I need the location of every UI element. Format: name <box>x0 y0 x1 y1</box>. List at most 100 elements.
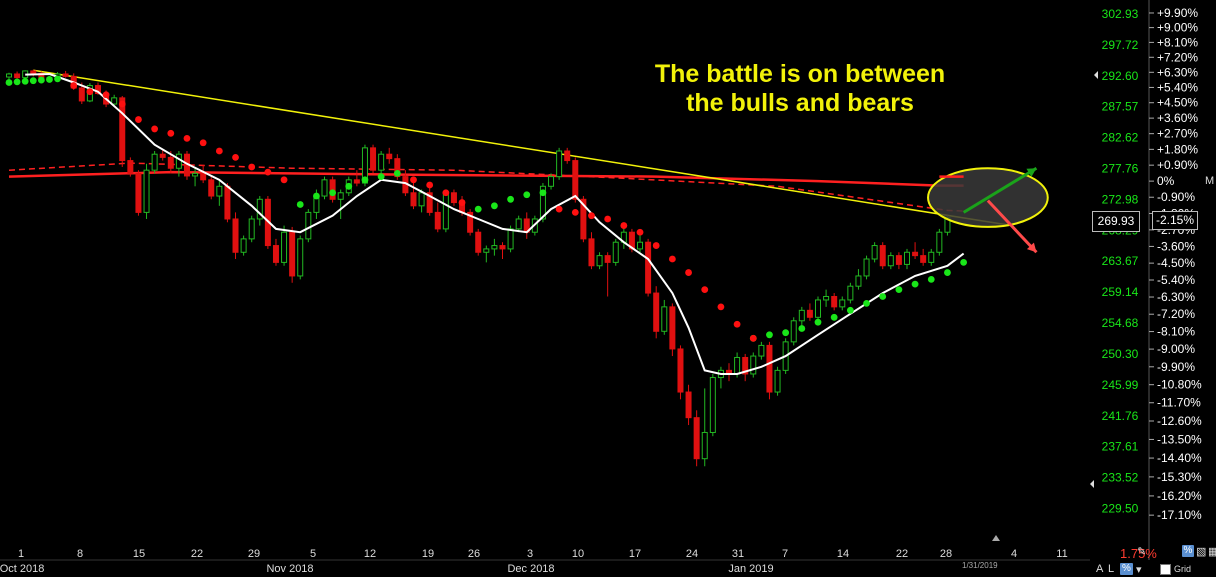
pct-tick-label: +9.00% <box>1157 21 1198 35</box>
bull-dot <box>960 258 968 266</box>
price-tick-label: 287.57 <box>1102 100 1139 114</box>
last-price-label: 269.93 <box>1092 211 1140 232</box>
bear-dot <box>620 222 628 229</box>
bull-dot <box>29 77 37 85</box>
bull-dot <box>296 201 304 208</box>
candle-up <box>240 238 247 253</box>
bull-dot <box>766 331 773 339</box>
forecast-overlay <box>927 166 1049 254</box>
bull-dot <box>830 313 838 321</box>
bull-dot <box>879 293 887 300</box>
grid-label: Grid <box>1174 564 1192 574</box>
bull-dot <box>377 173 385 181</box>
candle-up <box>637 241 644 250</box>
candle-up <box>337 192 344 200</box>
change-percent: 1.75% <box>1120 546 1157 561</box>
candle-down <box>159 153 166 158</box>
ma-200-line <box>8 170 964 187</box>
candle-up <box>192 172 199 177</box>
candle-down <box>467 211 474 233</box>
pct-tick-label: +8.10% <box>1157 35 1198 49</box>
bull-dot <box>491 202 498 210</box>
bull-dot <box>21 77 29 85</box>
bear-dot <box>668 255 676 263</box>
candle-down <box>588 238 595 267</box>
candle-down <box>669 306 676 350</box>
price-tick-label: 302.93 <box>1102 7 1139 21</box>
x-tick-label: 4 <box>1011 548 1017 560</box>
draw-tool-icon[interactable]: ✎ <box>1137 546 1147 558</box>
pct-tick-label: -10.80% <box>1157 378 1202 392</box>
candle-up <box>758 344 765 357</box>
candle-up <box>321 179 328 197</box>
price-tick-label: 237.61 <box>1102 440 1139 454</box>
candle-up <box>612 241 619 263</box>
price-tick-label: 297.72 <box>1102 38 1139 52</box>
candle-down <box>62 73 69 77</box>
bear-dot <box>636 228 644 236</box>
candle-up <box>507 228 514 250</box>
psar-dots <box>5 75 968 342</box>
candle-up <box>539 185 546 220</box>
bull-dot <box>895 286 903 294</box>
x-tick-label: 24 <box>686 548 698 560</box>
pct-tick-label: -4.50% <box>1157 256 1195 270</box>
candle-up <box>297 238 304 277</box>
candle-down <box>386 153 393 160</box>
price-tick-label: 245.99 <box>1102 378 1139 392</box>
panel-icon[interactable]: ▦ <box>1208 546 1216 558</box>
candle-down <box>879 245 886 267</box>
bear-arrow-head <box>1026 242 1037 253</box>
axis-markers <box>992 71 1098 541</box>
candle-down <box>94 85 101 95</box>
bear-dot <box>248 163 256 171</box>
candles <box>6 69 951 467</box>
fast-sma-line <box>25 72 965 375</box>
log-scale-button[interactable]: L <box>1108 563 1115 575</box>
candle-down <box>353 179 360 184</box>
pct-tick-label: +2.70% <box>1157 127 1198 141</box>
candle-up <box>887 255 894 267</box>
scroll-up-icon[interactable] <box>992 535 1000 541</box>
pct-tick-label: -14.40% <box>1157 451 1202 465</box>
bar-style-icon[interactable]: ▧ <box>1196 546 1207 558</box>
bear-dot <box>118 100 126 108</box>
candle-down <box>208 179 215 197</box>
candle-down <box>653 292 660 332</box>
bear-dot <box>280 176 288 184</box>
bear-dot <box>458 199 466 206</box>
grid-checkbox[interactable] <box>1160 564 1171 575</box>
candle-down <box>693 417 700 460</box>
price-tick-label: 263.67 <box>1102 254 1139 268</box>
candle-up <box>491 245 498 250</box>
pct-tick-label: +0.90% <box>1157 158 1198 172</box>
price-axis-ticks: 302.93 297.72 292.60 287.57 282.62 277.76 272.… <box>1102 7 1139 515</box>
trendline-layer <box>33 69 1013 227</box>
candle-up <box>111 97 118 105</box>
pct-toggle-button[interactable]: % <box>1182 545 1194 557</box>
bear-dot <box>604 215 612 223</box>
bull-dot <box>329 189 336 197</box>
pct-scale-button[interactable]: % <box>1120 563 1133 575</box>
auto-scale-button[interactable]: A <box>1096 563 1104 575</box>
bear-arrow-shaft <box>986 199 1038 254</box>
scale-menu-icon[interactable]: ▾ <box>1136 564 1142 576</box>
price-tick-label: 272.98 <box>1102 192 1139 206</box>
pct-tick-label: -5.40% <box>1157 273 1195 287</box>
annotation-line-1: The battle is on between <box>654 60 946 88</box>
pct-tick-label: -9.90% <box>1157 360 1195 374</box>
bull-dot <box>798 325 806 332</box>
x-tick-label: 22 <box>191 548 203 560</box>
pct-tick-label: +4.50% <box>1157 96 1198 110</box>
candle-down <box>135 172 142 213</box>
x-month-label: Jan 2019 <box>728 563 773 575</box>
bull-dot <box>37 76 45 84</box>
candle-up <box>256 198 263 220</box>
candle-up <box>175 153 182 169</box>
bull-dot <box>814 318 822 326</box>
bull-dot <box>46 76 53 83</box>
pct-tick-label: -9.00% <box>1157 342 1195 356</box>
x-axis-ticks: 1 8 15 22 29 5 12 19 26 3 10 17 24 31 7 14 22 28 4 11 Oct 20… <box>0 548 1068 575</box>
candle-up <box>774 369 781 393</box>
